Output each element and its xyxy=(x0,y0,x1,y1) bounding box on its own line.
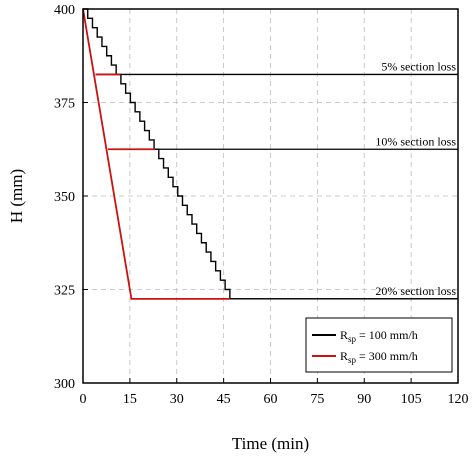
x-tick-label: 120 xyxy=(448,392,469,407)
legend-box xyxy=(305,317,453,373)
x-tick-label: 0 xyxy=(80,392,87,407)
section-loss-annotation: 20% section loss xyxy=(375,284,456,298)
y-tick-label: 350 xyxy=(54,190,75,205)
section-loss-annotation: 5% section loss xyxy=(381,59,456,73)
x-tick-label: 15 xyxy=(123,392,137,407)
series-line-100 xyxy=(83,8,458,300)
x-tick-label: 75 xyxy=(310,392,324,407)
x-tick-label: 90 xyxy=(357,392,371,407)
reference-lines xyxy=(95,73,458,300)
series-lines xyxy=(82,8,458,300)
y-axis-label: H (mm) xyxy=(7,169,26,223)
x-tick-label: 30 xyxy=(170,392,184,407)
tick-labels: 0 15 30 45 60 75 90 105 120 300 325 350 375 400 xyxy=(54,3,469,407)
x-axis-label: Time (min) xyxy=(232,434,309,453)
x-tick-label: 45 xyxy=(217,392,231,407)
legend: Rsp = 100 mm/h Rsp = 300 mm/h xyxy=(305,317,453,373)
legend-label: Rsp = 100 mm/h xyxy=(340,328,418,344)
legend-label: Rsp = 300 mm/h xyxy=(340,349,418,365)
section-loss-annotation: 10% section loss xyxy=(375,134,456,148)
y-tick-label: 300 xyxy=(54,377,75,392)
annotations: 5% section loss 10% section loss 20% secti… xyxy=(375,59,456,297)
y-tick-label: 325 xyxy=(54,284,75,299)
y-tick-label: 400 xyxy=(54,3,75,18)
axis-ticks xyxy=(82,8,459,384)
x-tick-label: 105 xyxy=(401,392,422,407)
y-tick-label: 375 xyxy=(54,97,75,112)
x-tick-label: 60 xyxy=(264,392,278,407)
series-line-300 xyxy=(82,8,230,300)
